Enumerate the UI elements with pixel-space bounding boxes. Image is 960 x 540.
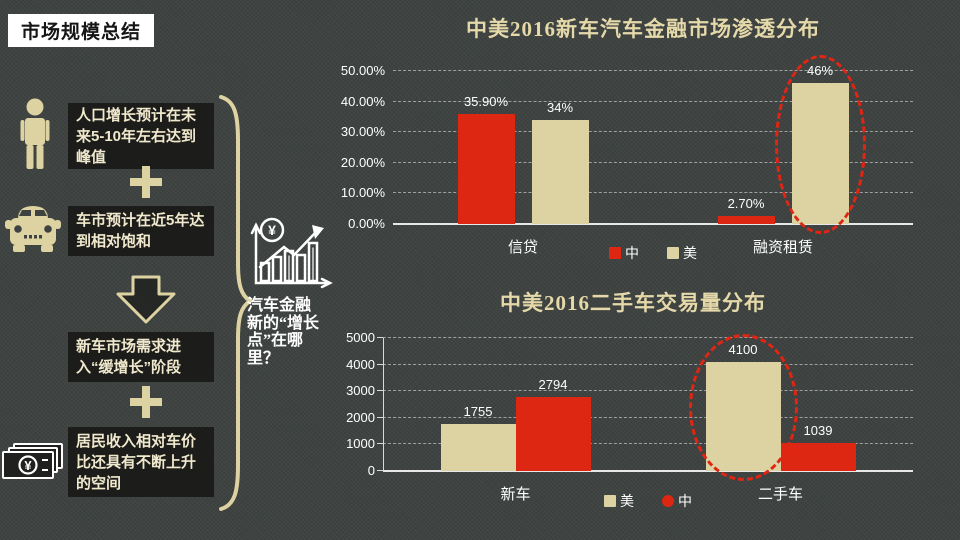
chart-title: 中美2016二手车交易量分布 [500,291,766,315]
growth-chart-icon: ¥ [246,215,334,295]
y-axis-tick-label: 20.00% [340,154,385,170]
gridline [393,161,913,163]
axis-tick [377,470,383,471]
legend-item-美: 美 [604,491,634,511]
bar-value-label: 1039 [803,423,833,439]
plus-icon [130,166,162,198]
legend-item-中: 中 [662,491,692,511]
bar-value-label: 2.70% [727,195,765,211]
bar-中-信贷 [457,114,515,224]
y-axis-tick-label: 30.00% [340,124,385,140]
gridline [383,416,913,418]
x-axis-category-label: 二手车 [757,486,803,503]
chart-title: 中美2016新车汽车金融市场渗透分布 [466,17,820,41]
y-axis-tick-label: 40.00% [340,93,385,109]
money-icon: ¥ [2,443,64,485]
chart-auto-finance-penetration: 中美2016新车汽车金融市场渗透分布 50.00% 40.00% 30.00% 20.… [333,6,960,278]
y-axis-tick-label: 5000 [346,330,375,345]
x-axis-line [383,470,913,472]
y-axis-tick-label: 50.00% [340,63,385,78]
bar-value-label: 2794 [538,376,568,392]
person-icon [16,98,54,170]
gridline [383,337,913,338]
x-axis-category-label: 融资租赁 [752,239,813,256]
legend-marker-中 [609,247,621,259]
plus-icon [130,386,162,418]
highlight-ellipse [774,55,866,234]
axis-tick [377,363,383,365]
svg-text:¥: ¥ [268,222,276,238]
car-icon [5,203,61,253]
page-title: 市场规模总结 [8,14,155,47]
bar-美-信贷 [531,119,589,224]
bar-value-label: 35.90% [463,94,509,110]
legend: 美中 [383,491,913,511]
bar-中-新车 [515,396,591,471]
axis-tick [377,416,383,418]
gridline [393,100,913,102]
axis-tick [377,390,383,392]
sidebar-box-income: 居民收入相对车价比还具有不断上升的空间 [68,427,214,497]
bar-中-融资租赁 [717,215,775,224]
y-axis-tick-label: 4000 [346,356,375,372]
brace-icon [219,95,253,511]
svg-text:¥: ¥ [24,458,32,473]
sidebar-box-new-car-demand: 新车市场需求进入“缓增长”阶段 [68,332,214,382]
bar-中-二手车 [780,443,856,471]
legend-marker-中 [662,495,674,507]
y-axis-tick-label: 3000 [346,383,375,399]
y-axis-line [383,338,384,471]
gridline [393,131,913,133]
x-axis-category-label: 新车 [500,486,531,503]
y-axis-tick-label: 2000 [346,409,375,425]
bar-value-label: 1755 [463,404,493,420]
arrow-down-icon [115,275,177,325]
page-title-text: 市场规模总结 [21,22,142,43]
gridline [393,70,913,71]
chart-used-car-volume: 中美2016二手车交易量分布 5000 4000 3000 2000 1000 0 新车 17… [333,281,960,531]
y-axis-tick-label: 10.00% [340,185,385,201]
legend: 中美 [393,243,913,263]
legend-item-美: 美 [667,243,697,263]
sidebar-box-text: 人口增长预计在未来5-10年左右达到峰值 [76,106,197,166]
x-axis-category-label: 信贷 [507,239,538,256]
y-axis-tick-label: 0.00% [348,216,385,231]
sidebar-box-car-market: 车市预计在近5年达到相对饱和 [68,206,214,256]
legend-item-中: 中 [609,243,639,263]
legend-marker-美 [604,495,616,507]
axis-tick [377,337,383,338]
highlight-ellipse [688,333,798,481]
gridline [383,363,913,365]
gridline [383,443,913,445]
annotation-text: 汽车金融新的“增长点”在哪里？ [247,297,320,367]
sidebar-box-population: 人口增长预计在未来5-10年左右达到峰值 [68,103,214,169]
gridline [393,192,913,194]
legend-label: 美 [683,245,697,261]
sidebar-box-text: 新车市场需求进入“缓增长”阶段 [76,338,182,376]
axis-tick [377,443,383,445]
bar-value-label: 34% [546,99,574,115]
sidebar-box-text: 车市预计在近5年达到相对饱和 [76,212,205,250]
legend-label: 中 [625,245,639,261]
legend-label: 美 [620,493,634,509]
sidebar-box-text: 居民收入相对车价比还具有不断上升的空间 [76,432,197,492]
legend-marker-美 [667,247,679,259]
y-axis-tick-label: 1000 [346,436,375,452]
legend-label: 中 [678,493,692,509]
x-axis-line [393,223,913,225]
gridline [383,390,913,392]
bar-美-新车 [440,424,516,471]
y-axis-tick-label: 0 [367,463,375,478]
